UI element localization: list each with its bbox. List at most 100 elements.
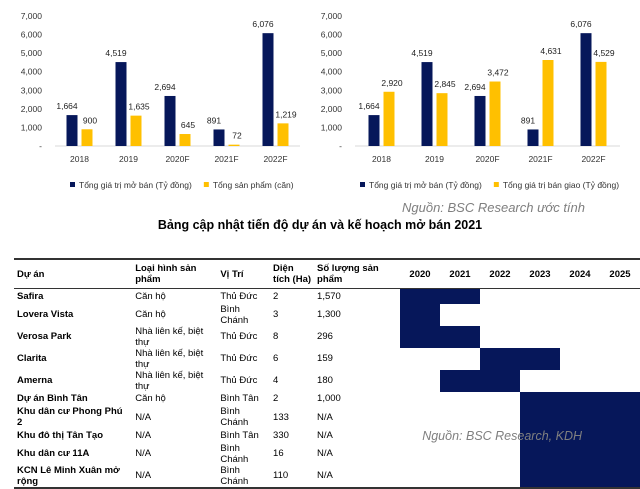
timeline-cell bbox=[600, 406, 640, 428]
bar bbox=[421, 62, 433, 146]
table-row: Khu dân cư Phong Phú 2 N/A Bình Chánh 133 N/… bbox=[14, 406, 640, 428]
column-header: 2023 bbox=[520, 259, 560, 289]
bar bbox=[179, 134, 191, 146]
table-title: Bảng cập nhật tiến độ dự án và kế hoạch … bbox=[157, 218, 483, 232]
table-row: Dự án Bình Tân Căn hộ Bình Tân 2 1,000 bbox=[14, 391, 640, 407]
timeline-cell bbox=[440, 443, 480, 465]
table-cell: N/A bbox=[317, 448, 333, 459]
timeline-cell bbox=[440, 369, 480, 392]
table-cell: Nhà liên kế, biệt thự bbox=[135, 325, 204, 348]
data-label: 1,219 bbox=[275, 109, 297, 119]
table-cell: 2 bbox=[273, 290, 279, 302]
table-cell: Căn hộ bbox=[135, 393, 166, 405]
table-cell: 8 bbox=[273, 331, 279, 342]
table-cell: 133 bbox=[273, 411, 289, 423]
table-cell: N/A bbox=[135, 448, 152, 459]
x-tick-label: 2020F bbox=[475, 154, 499, 164]
table-cell: Bình Chánh bbox=[220, 406, 249, 428]
timeline-cell bbox=[400, 303, 440, 326]
column-header: 2022 bbox=[480, 259, 520, 289]
y-tick-label: 3,000 bbox=[21, 85, 43, 95]
column-header: Vị Trí bbox=[217, 259, 271, 289]
table-cell: Khu đô thị Tân Tạo bbox=[17, 429, 104, 441]
timeline-cell bbox=[480, 465, 520, 488]
timeline-cell bbox=[520, 289, 560, 304]
table-cell: 159 bbox=[317, 353, 333, 364]
timeline-cell bbox=[600, 289, 640, 304]
bar bbox=[66, 115, 78, 146]
bar bbox=[542, 59, 554, 147]
table-cell: Thủ Đức bbox=[220, 331, 258, 342]
table-cell: Lovera Vista bbox=[17, 309, 74, 320]
chart-left: - 1,000 2,000 3,000 4,000 5,000 6,000 7,000 2018… bbox=[21, 11, 300, 190]
bar bbox=[474, 95, 486, 146]
timeline-cell bbox=[600, 464, 640, 488]
table-cell: Căn hộ bbox=[135, 290, 166, 302]
table-row: Safira Căn hộ Thủ Đức 2 1,570 bbox=[14, 288, 640, 304]
table-cell: 1,570 bbox=[317, 290, 341, 302]
column-header: Loại hình sản phẩm bbox=[132, 259, 218, 289]
timeline-cell bbox=[480, 392, 520, 407]
legend-label: Tổng giá trị mở bán (Tỷ đồng) bbox=[79, 180, 192, 190]
timeline-cell bbox=[600, 442, 640, 465]
timeline-cell bbox=[480, 304, 520, 326]
table-cell: 180 bbox=[317, 375, 333, 386]
y-tick-label: - bbox=[339, 141, 342, 151]
timeline-cell bbox=[440, 304, 480, 326]
data-label: 891 bbox=[521, 115, 535, 125]
timeline-cell bbox=[560, 428, 600, 443]
table-cell: 110 bbox=[273, 470, 289, 481]
timeline-cell bbox=[400, 443, 440, 465]
table-cell: 1,000 bbox=[317, 393, 341, 405]
column-header: 2024 bbox=[560, 259, 600, 289]
timeline-cell bbox=[560, 464, 600, 488]
table-cell: Safira bbox=[17, 290, 44, 302]
table-cell: Nhà liên kế, biệt thự bbox=[135, 369, 204, 392]
bar bbox=[368, 115, 380, 146]
y-tick-label: 7,000 bbox=[321, 11, 343, 21]
table-row: Lovera Vista Căn hộ Bình Chánh 3 1,300 bbox=[14, 303, 640, 326]
column-header: Số lượng sản phẩm bbox=[314, 259, 400, 289]
y-tick-label: 2,000 bbox=[321, 104, 343, 114]
x-tick-label: 2020F bbox=[165, 154, 189, 164]
legend-label: Tổng sản phẩm (căn) bbox=[213, 180, 294, 190]
data-label: 1,664 bbox=[358, 101, 380, 111]
timeline-cell bbox=[440, 348, 480, 370]
data-label: 4,519 bbox=[105, 48, 127, 58]
table-row: Khu đô thị Tân Tạo N/A Bình Tân 330 N/A bbox=[14, 428, 640, 443]
column-header: Dự án bbox=[14, 259, 133, 289]
y-tick-label: 5,000 bbox=[21, 48, 43, 58]
table-cell: Verosa Park bbox=[17, 331, 72, 342]
timeline-cell bbox=[480, 347, 520, 370]
x-tick-label: 2022F bbox=[263, 154, 287, 164]
data-label: 645 bbox=[181, 120, 195, 130]
data-label: 6,076 bbox=[252, 19, 274, 29]
column-header: Diện tích (Ha) bbox=[270, 259, 315, 289]
table-cell: 6 bbox=[273, 353, 279, 364]
source-note-charts: Nguồn: BSC Research ước tính bbox=[401, 200, 585, 215]
data-label: 891 bbox=[207, 115, 221, 125]
table-cell: N/A bbox=[317, 411, 333, 423]
timeline-cell bbox=[400, 370, 440, 392]
data-label: 2,920 bbox=[381, 78, 403, 88]
timeline-cell bbox=[600, 348, 640, 370]
y-tick-label: 3,000 bbox=[321, 85, 343, 95]
bar bbox=[436, 93, 448, 146]
data-label: 3,472 bbox=[487, 68, 509, 78]
timeline-cell bbox=[520, 428, 560, 443]
table-row: Khu dân cư 11A N/A Bình Chánh 16 N/A bbox=[14, 442, 640, 465]
bar bbox=[262, 33, 274, 146]
table-cell: Dự án Bình Tân bbox=[17, 393, 88, 405]
timeline-cell bbox=[400, 406, 440, 428]
timeline-cell bbox=[600, 391, 640, 406]
table-cell: Khu dân cư 11A bbox=[17, 448, 90, 459]
table-cell: Thủ Đức bbox=[220, 290, 258, 302]
table-cell: N/A bbox=[135, 429, 152, 441]
table-cell: 296 bbox=[317, 331, 333, 342]
bar bbox=[115, 62, 127, 146]
data-label: 1,635 bbox=[128, 102, 150, 112]
column-header: 2025 bbox=[600, 259, 640, 289]
data-label: 4,529 bbox=[593, 48, 615, 58]
bar bbox=[527, 129, 539, 146]
bar bbox=[81, 129, 93, 146]
